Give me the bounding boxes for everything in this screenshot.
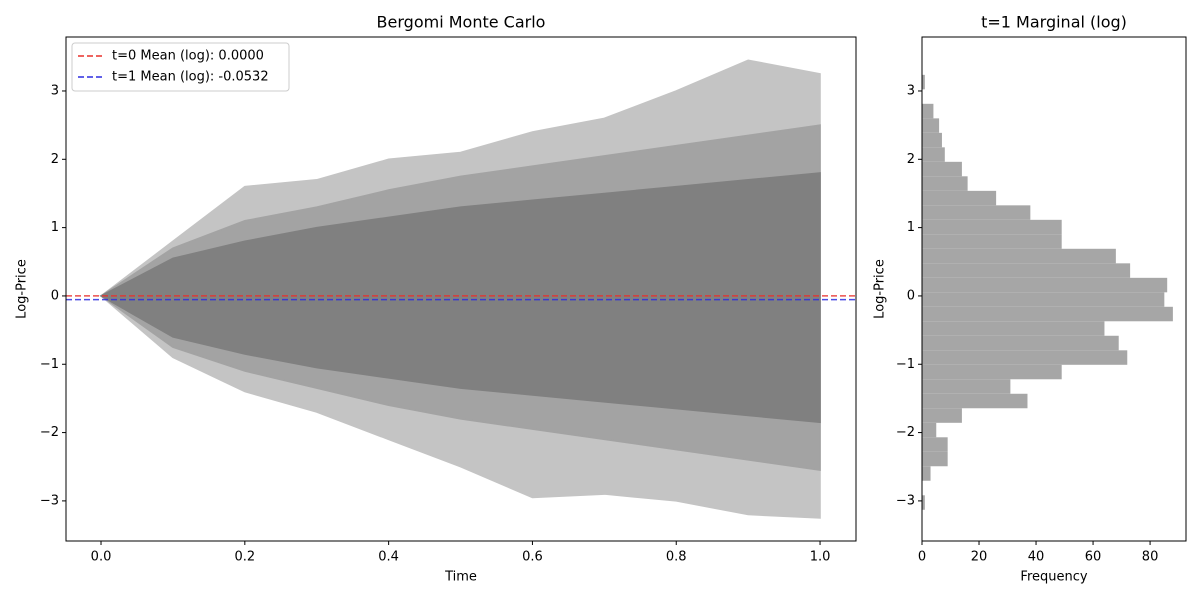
histogram-bar <box>922 379 1011 394</box>
histogram-bar <box>922 147 945 162</box>
x-tick-label: 0.2 <box>234 550 255 565</box>
y-tick-label: 0 <box>907 288 915 303</box>
histogram-bar <box>922 277 1168 293</box>
histogram-bar <box>922 190 997 206</box>
y-tick-label: −1 <box>896 357 915 372</box>
histogram-bar <box>922 495 925 510</box>
plot-area <box>922 74 1173 510</box>
histogram-bar <box>922 176 968 191</box>
x-tick-label: 40 <box>1028 550 1045 565</box>
y-tick-label: 2 <box>51 152 59 167</box>
x-tick-label: 1.0 <box>810 550 831 565</box>
legend-label: t=0 Mean (log): 0.0000 <box>112 49 264 64</box>
y-tick-label: −3 <box>896 493 915 508</box>
histogram-bar <box>922 292 1165 307</box>
x-tick-label: 80 <box>1142 550 1159 565</box>
x-tick-label: 0.6 <box>522 550 543 565</box>
axes-frame <box>921 36 1187 542</box>
legend-label: t=1 Mean (log): -0.0532 <box>112 70 269 85</box>
histogram-bar <box>922 248 1116 264</box>
y-tick-label: 3 <box>907 83 915 98</box>
histogram-bar <box>922 451 948 467</box>
histogram-bar <box>922 437 948 452</box>
chart-title: Bergomi Monte Carlo <box>377 13 546 32</box>
histogram-bar <box>922 103 934 119</box>
y-tick-label: 2 <box>907 152 915 167</box>
y-tick-label: −2 <box>40 425 59 440</box>
histogram-bar <box>922 234 1062 249</box>
y-tick-label: 1 <box>51 220 59 235</box>
x-tick-label: 0.8 <box>666 550 687 565</box>
y-tick-label: 1 <box>907 220 915 235</box>
histogram-bar <box>922 263 1131 278</box>
histogram-bar <box>922 321 1105 336</box>
plot-area <box>66 59 856 519</box>
histogram-bar <box>922 161 962 177</box>
histogram-bar <box>922 74 925 90</box>
histogram-bar <box>922 219 1062 235</box>
y-axis-label: Log-Price <box>15 259 30 319</box>
x-tick-label: 0.0 <box>91 550 112 565</box>
legend-box <box>71 42 290 92</box>
histogram-bar <box>922 335 1119 351</box>
y-tick-label: −1 <box>40 357 59 372</box>
x-tick-label: 20 <box>971 550 988 565</box>
x-tick-label: 60 <box>1085 550 1102 565</box>
histogram-bar <box>922 205 1031 220</box>
histogram-bar <box>922 422 937 438</box>
x-axis-label: Frequency <box>1020 570 1087 585</box>
y-tick-label: −2 <box>896 425 915 440</box>
histogram-bar <box>922 350 1128 365</box>
histogram-bar <box>922 364 1062 380</box>
x-axis-label: Time <box>444 570 477 585</box>
histogram-bar <box>922 393 1028 409</box>
axes-frame <box>65 36 857 542</box>
histogram-bar <box>922 132 942 148</box>
y-axis-label: Log-Price <box>873 259 888 319</box>
histogram-bar <box>922 118 940 133</box>
y-tick-label: 0 <box>51 288 59 303</box>
y-tick-label: 3 <box>51 83 59 98</box>
histogram-bar <box>922 466 931 481</box>
x-tick-label: 0.4 <box>378 550 399 565</box>
y-tick-label: −3 <box>40 493 59 508</box>
chart-title: t=1 Marginal (log) <box>981 13 1127 32</box>
histogram-bar <box>922 408 962 423</box>
x-tick-label: 0 <box>918 550 926 565</box>
histogram-bar <box>922 306 1173 322</box>
path-band <box>99 172 821 424</box>
